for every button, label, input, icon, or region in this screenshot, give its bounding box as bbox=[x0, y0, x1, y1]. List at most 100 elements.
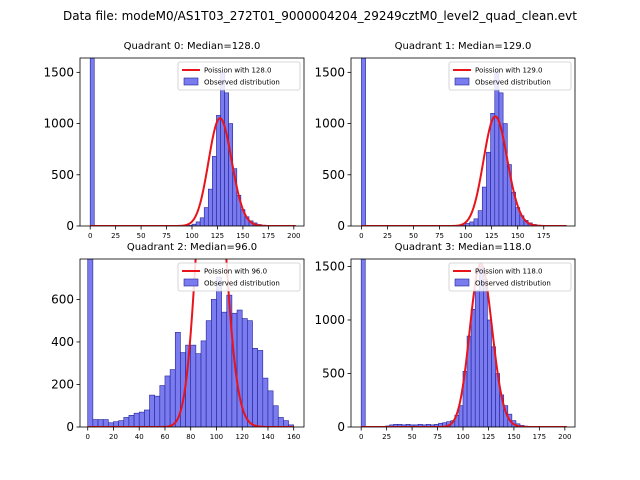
histogram-bar bbox=[133, 412, 140, 427]
histogram-bar bbox=[277, 417, 284, 427]
histogram-bar bbox=[195, 353, 202, 427]
legend-box bbox=[448, 61, 572, 91]
legend-box bbox=[177, 61, 301, 91]
histogram-bar bbox=[483, 279, 488, 427]
y-tick-label: 1000 bbox=[314, 117, 345, 131]
x-tick-label: 175 bbox=[537, 232, 550, 240]
legend-box bbox=[177, 262, 301, 292]
axes-frame bbox=[79, 258, 305, 428]
histogram-bar bbox=[169, 369, 176, 427]
y-tick-label: 1500 bbox=[314, 65, 345, 79]
y-tick-label: 600 bbox=[51, 292, 74, 306]
histogram-bar bbox=[87, 259, 94, 427]
x-tick-label: 60 bbox=[161, 433, 170, 441]
x-tick-label: 0 bbox=[359, 232, 363, 240]
axes-frame bbox=[350, 57, 576, 227]
histogram-bar bbox=[138, 411, 145, 427]
x-tick-label: 200 bbox=[287, 232, 300, 240]
histogram-bar bbox=[220, 72, 225, 226]
histogram-bar bbox=[236, 309, 243, 427]
x-tick-label: 25 bbox=[383, 232, 392, 240]
legend-bar-swatch bbox=[454, 77, 470, 86]
legend-observed-label: Observed distribution bbox=[204, 280, 280, 288]
legend-box bbox=[448, 262, 572, 292]
histogram-bar bbox=[128, 415, 135, 427]
histogram-bar bbox=[97, 419, 104, 427]
x-tick-label: 20 bbox=[109, 433, 118, 441]
legend-observed-label: Observed distribution bbox=[475, 280, 551, 288]
x-tick-label: 80 bbox=[186, 433, 195, 441]
x-tick-label: 75 bbox=[433, 433, 442, 441]
x-tick-label: 150 bbox=[507, 433, 520, 441]
histogram-bar bbox=[216, 115, 221, 226]
x-tick-label: 150 bbox=[236, 232, 249, 240]
histogram-bar bbox=[361, 58, 366, 226]
x-tick-label: 100 bbox=[185, 232, 198, 240]
legend-bar-swatch bbox=[183, 278, 199, 287]
histogram-bar bbox=[498, 92, 504, 226]
legend: Poission with 128.0 Observed distribution bbox=[177, 61, 301, 91]
legend-poisson-label: Poission with 128.0 bbox=[204, 67, 272, 75]
x-tick-label: 100 bbox=[456, 433, 469, 441]
y-tick-label: 1500 bbox=[43, 65, 74, 79]
legend-poisson-label: Poission with 129.0 bbox=[475, 67, 543, 75]
histogram-bar bbox=[473, 218, 479, 226]
histogram-bar bbox=[228, 123, 234, 226]
x-tick-label: 0 bbox=[88, 232, 92, 240]
x-tick-label: 40 bbox=[135, 433, 144, 441]
x-tick-label: 160 bbox=[287, 433, 300, 441]
histogram-bar bbox=[494, 72, 500, 226]
legend: Poission with 118.0 Observed distribution bbox=[448, 262, 572, 292]
figure-suptitle: Data file: modeM0/AS1T03_272T01_90000042… bbox=[63, 9, 577, 23]
x-tick-label: 125 bbox=[211, 232, 224, 240]
histogram-bar bbox=[190, 344, 197, 427]
x-tick-label: 200 bbox=[558, 433, 571, 441]
y-tick-label: 500 bbox=[322, 168, 345, 182]
histogram-bar bbox=[487, 319, 492, 427]
histogram-bar bbox=[474, 289, 480, 427]
x-tick-label: 150 bbox=[511, 232, 524, 240]
y-tick-label: 200 bbox=[51, 377, 74, 391]
x-tick-label: 50 bbox=[408, 433, 417, 441]
legend-bar-swatch bbox=[183, 77, 199, 86]
legend-observed-label: Observed distribution bbox=[475, 79, 551, 87]
legend: Poission with 129.0 Observed distribution bbox=[448, 61, 572, 91]
histogram-bar bbox=[216, 276, 222, 427]
panel-title: Quadrant 1: Median=129.0 bbox=[395, 41, 532, 52]
poisson-curve bbox=[361, 115, 567, 226]
legend-observed-label: Observed distribution bbox=[204, 79, 280, 87]
x-tick-label: 125 bbox=[482, 433, 495, 441]
legend-bar-swatch bbox=[454, 278, 470, 287]
histogram-bar bbox=[211, 299, 217, 427]
legend: Poission with 96.0 Observed distribution bbox=[177, 262, 301, 292]
x-tick-label: 0 bbox=[359, 433, 363, 441]
histogram-bar bbox=[149, 394, 155, 427]
histogram-bar bbox=[195, 221, 201, 226]
legend-poisson-label: Poission with 118.0 bbox=[475, 268, 543, 276]
y-tick-label: 1500 bbox=[314, 259, 345, 273]
x-tick-label: 25 bbox=[382, 433, 391, 441]
poisson-curve bbox=[87, 259, 294, 427]
histogram-bar bbox=[481, 186, 487, 226]
histogram-bar bbox=[477, 210, 483, 226]
x-tick-label: 25 bbox=[111, 232, 120, 240]
x-tick-label: 75 bbox=[435, 232, 444, 240]
x-tick-label: 75 bbox=[162, 232, 171, 240]
histogram-bar bbox=[267, 390, 274, 427]
panel-title: Quadrant 0: Median=128.0 bbox=[124, 41, 261, 52]
histogram-bar bbox=[203, 207, 209, 226]
x-tick-label: 175 bbox=[533, 433, 546, 441]
x-tick-label: 125 bbox=[485, 232, 498, 240]
panel-3: Quadrant 3: Median=118.0 0 500 1000 1500 0 25 5… bbox=[314, 242, 576, 441]
histogram-bar bbox=[102, 419, 109, 427]
y-tick-label: 0 bbox=[66, 420, 74, 434]
x-tick-label: 175 bbox=[262, 232, 275, 240]
histogram-bar bbox=[159, 385, 166, 427]
x-tick-label: 0 bbox=[85, 433, 89, 441]
x-tick-label: 50 bbox=[409, 232, 418, 240]
y-tick-label: 0 bbox=[337, 420, 345, 434]
histogram-bar bbox=[92, 419, 99, 427]
histogram-bar bbox=[164, 375, 171, 427]
histogram-bar bbox=[252, 348, 258, 427]
